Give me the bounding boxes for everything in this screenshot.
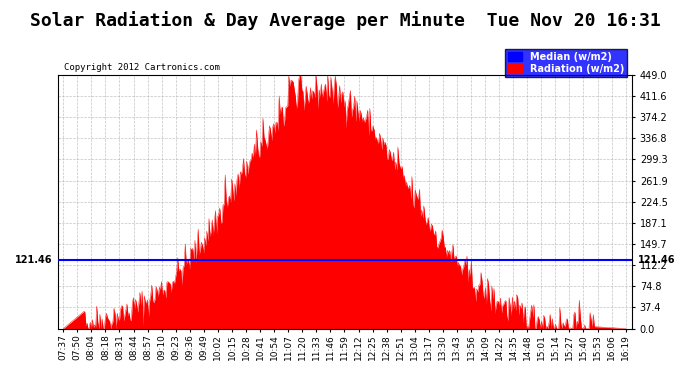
Text: 121.46: 121.46	[14, 255, 52, 265]
Text: Solar Radiation & Day Average per Minute  Tue Nov 20 16:31: Solar Radiation & Day Average per Minute…	[30, 11, 660, 30]
Text: 121.46: 121.46	[638, 255, 676, 265]
Legend: Median (w/m2), Radiation (w/m2): Median (w/m2), Radiation (w/m2)	[504, 49, 627, 77]
Text: Copyright 2012 Cartronics.com: Copyright 2012 Cartronics.com	[63, 63, 219, 72]
